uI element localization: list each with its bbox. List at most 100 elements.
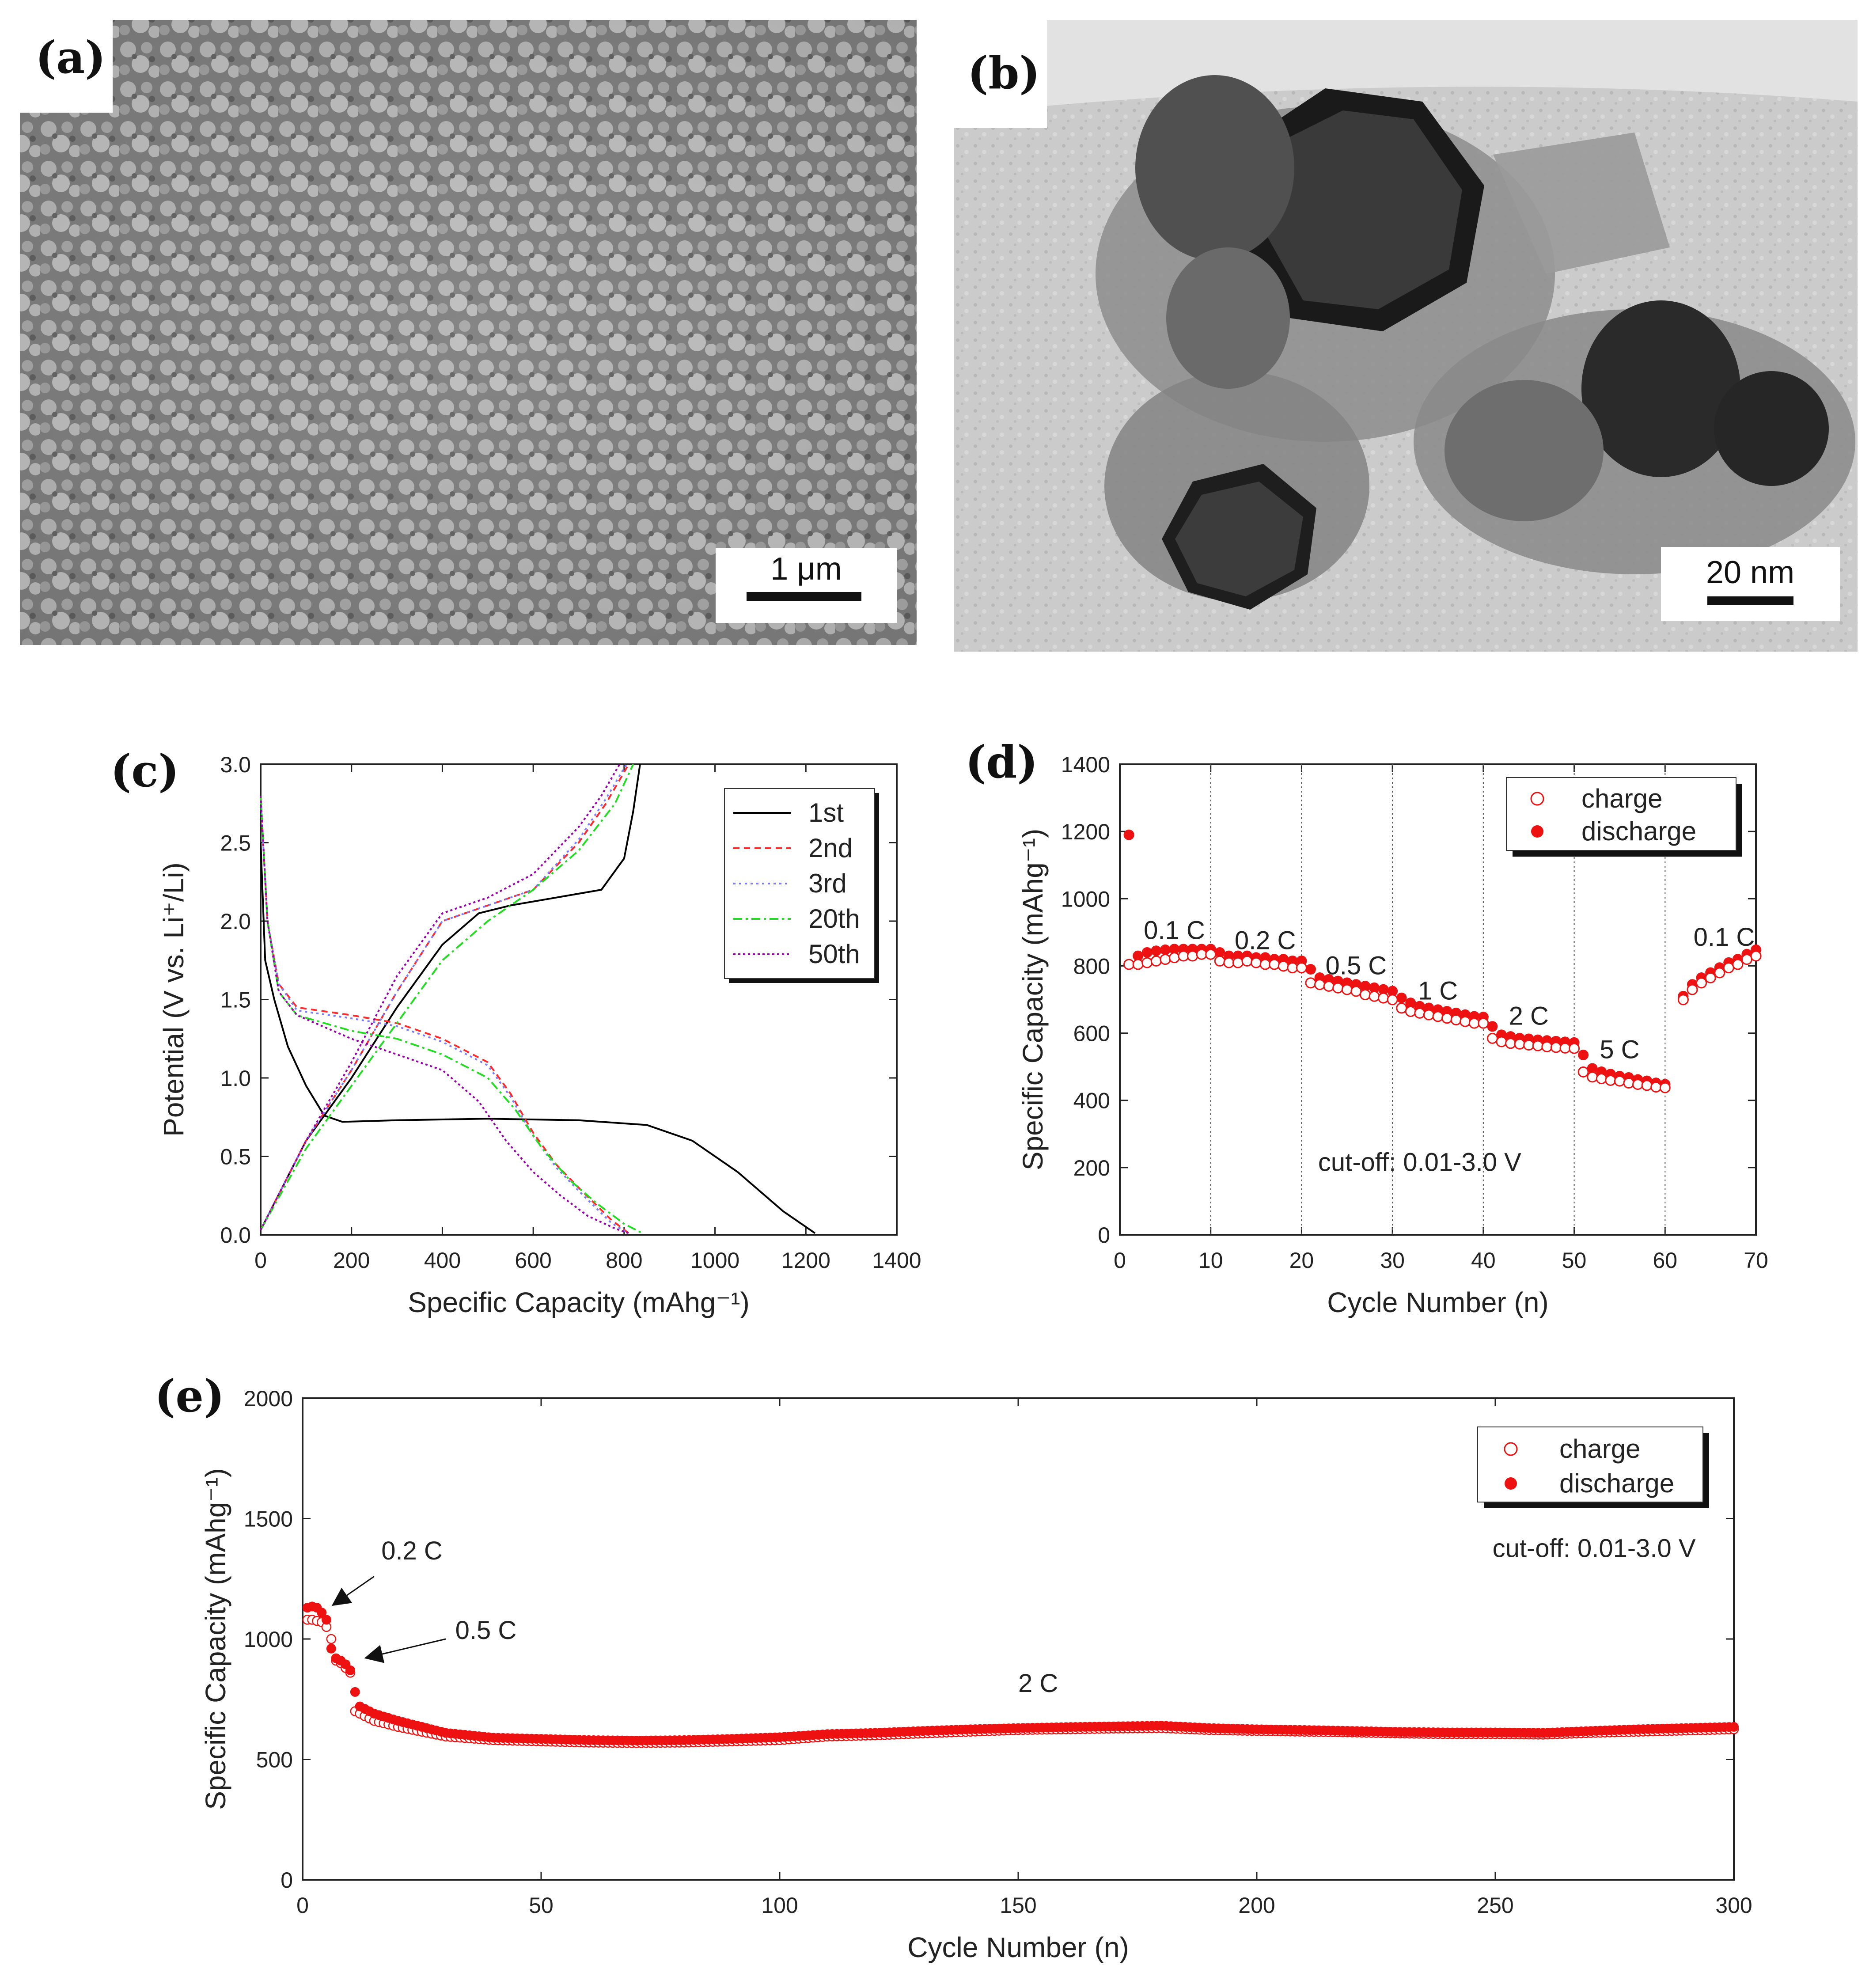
point-charge (1187, 950, 1198, 962)
point-discharge (1141, 947, 1153, 958)
y-tick-label: 1.5 (220, 988, 251, 1013)
point-charge (1577, 1066, 1589, 1077)
scale-bar-label: 20 nm (1706, 555, 1794, 590)
point-charge (1732, 959, 1744, 970)
point-charge (1387, 994, 1398, 1005)
point-discharge (1369, 982, 1380, 993)
legend-marker-discharge (1531, 825, 1543, 838)
y-tick-label: 1500 (244, 1507, 293, 1532)
legend-marker-charge (1530, 792, 1544, 806)
point-charge (1605, 1074, 1616, 1086)
cutoff-annotation: cut-off: 0.01-3.0 V (1493, 1534, 1696, 1563)
series-50th-discharge (260, 795, 629, 1234)
point-charge (1223, 957, 1235, 968)
point-discharge (1123, 829, 1134, 840)
point-charge (1423, 1009, 1434, 1021)
panel-letter-e: (e) (155, 1370, 224, 1422)
point-discharge (1169, 944, 1180, 955)
point-discharge (1729, 1722, 1739, 1732)
x-tick-label: 400 (424, 1248, 461, 1273)
x-tick-label: 20 (1289, 1248, 1314, 1273)
y-tick-label: 1200 (1061, 819, 1110, 844)
legend-label: 50th (808, 939, 860, 969)
point-charge (1132, 959, 1144, 970)
point-charge (1214, 955, 1225, 967)
point-charge (1332, 982, 1344, 994)
rate-label: 0.5 C (455, 1616, 517, 1645)
point-charge (1269, 959, 1280, 970)
point-charge (1550, 1042, 1562, 1053)
arrow (331, 1576, 375, 1606)
point-discharge (1133, 950, 1144, 961)
point-charge (1514, 1038, 1525, 1050)
panel-letter-box (20, 20, 113, 113)
x-tick-label: 50 (1562, 1248, 1587, 1273)
point-charge (1241, 955, 1253, 967)
x-tick-label: 1200 (781, 1248, 830, 1273)
arrow (364, 1638, 446, 1663)
panel-letter-b: (b) (967, 47, 1040, 99)
x-tick-label: 0 (254, 1248, 267, 1273)
plot-frame (1119, 763, 1757, 1236)
legend-label-charge: charge (1559, 1434, 1640, 1464)
point-charge (1378, 992, 1389, 1004)
chart-d: (d) 0 10 20 30 40 50 60 70 0 200 400 600 800 1000 1200… (965, 736, 1768, 1318)
point-charge (1587, 1071, 1598, 1083)
point-charge (1705, 972, 1716, 983)
x-tick-label: 200 (333, 1248, 370, 1273)
point-discharge (1151, 945, 1162, 956)
panel-a: (a) 1 μm (20, 20, 917, 645)
point-charge (1632, 1079, 1644, 1090)
point-discharge (350, 1687, 360, 1697)
y-tick-label: 2.5 (220, 831, 251, 856)
point-discharge (1305, 964, 1316, 975)
point-charge (1569, 1043, 1580, 1054)
x-tick-label: 0 (1114, 1248, 1126, 1273)
y-tick-label: 400 (1073, 1089, 1110, 1113)
point-charge (1314, 979, 1326, 990)
scale-bar-box (716, 548, 897, 623)
point-charge (1396, 1002, 1407, 1014)
rate-label: 0.1 C (1694, 923, 1755, 952)
chart-e: (e) 0 50 100 150 200 250 300 0 500 1000 1500 2000 Cy… (155, 1370, 1752, 1963)
rate-label: 0.5 C (1326, 951, 1387, 980)
point-charge (1405, 1006, 1416, 1017)
series-2nd-charge (260, 763, 629, 1231)
legend-label: 20th (808, 904, 860, 933)
point-charge (1359, 989, 1371, 1000)
point-discharge (1487, 1021, 1498, 1032)
y-tick-label: 1400 (1061, 752, 1110, 777)
point-charge (1505, 1038, 1517, 1049)
point-charge (1696, 977, 1707, 989)
y-tick-label: 0 (281, 1868, 293, 1893)
point-charge (1205, 948, 1217, 960)
y-axis-title: Potential (V vs. Li⁺/Li) (158, 862, 190, 1137)
scale-bar-box (1661, 547, 1840, 621)
y-axis-title: Specific Capacity (mAhg⁻¹) (1017, 829, 1049, 1171)
y-tick-label: 200 (1073, 1156, 1110, 1180)
x-tick-label: 1000 (690, 1248, 739, 1273)
x-tick-label: 70 (1744, 1248, 1768, 1273)
x-tick-label: 150 (1000, 1893, 1036, 1918)
point-charge (1196, 948, 1207, 960)
point-charge (1350, 986, 1362, 997)
point-charge (326, 1634, 337, 1644)
point-charge (1750, 950, 1762, 962)
point-charge (1596, 1073, 1607, 1085)
series-2nd-discharge (260, 795, 629, 1234)
point-charge (1296, 962, 1307, 974)
point-charge (1623, 1077, 1634, 1089)
point-discharge (1160, 944, 1171, 955)
y-tick-label: 3.0 (220, 752, 251, 777)
point-discharge (1214, 947, 1225, 958)
point-charge (1414, 1007, 1426, 1019)
scale-bar-label: 1 μm (770, 551, 842, 587)
x-axis-title: Specific Capacity (mAhg⁻¹) (408, 1286, 750, 1318)
x-tick-label: 10 (1198, 1248, 1223, 1273)
x-tick-label: 800 (606, 1248, 642, 1273)
series-20th-charge (260, 764, 634, 1231)
point-charge (1723, 962, 1734, 974)
point-charge (1259, 959, 1271, 970)
y-tick-label: 0.5 (220, 1145, 251, 1169)
